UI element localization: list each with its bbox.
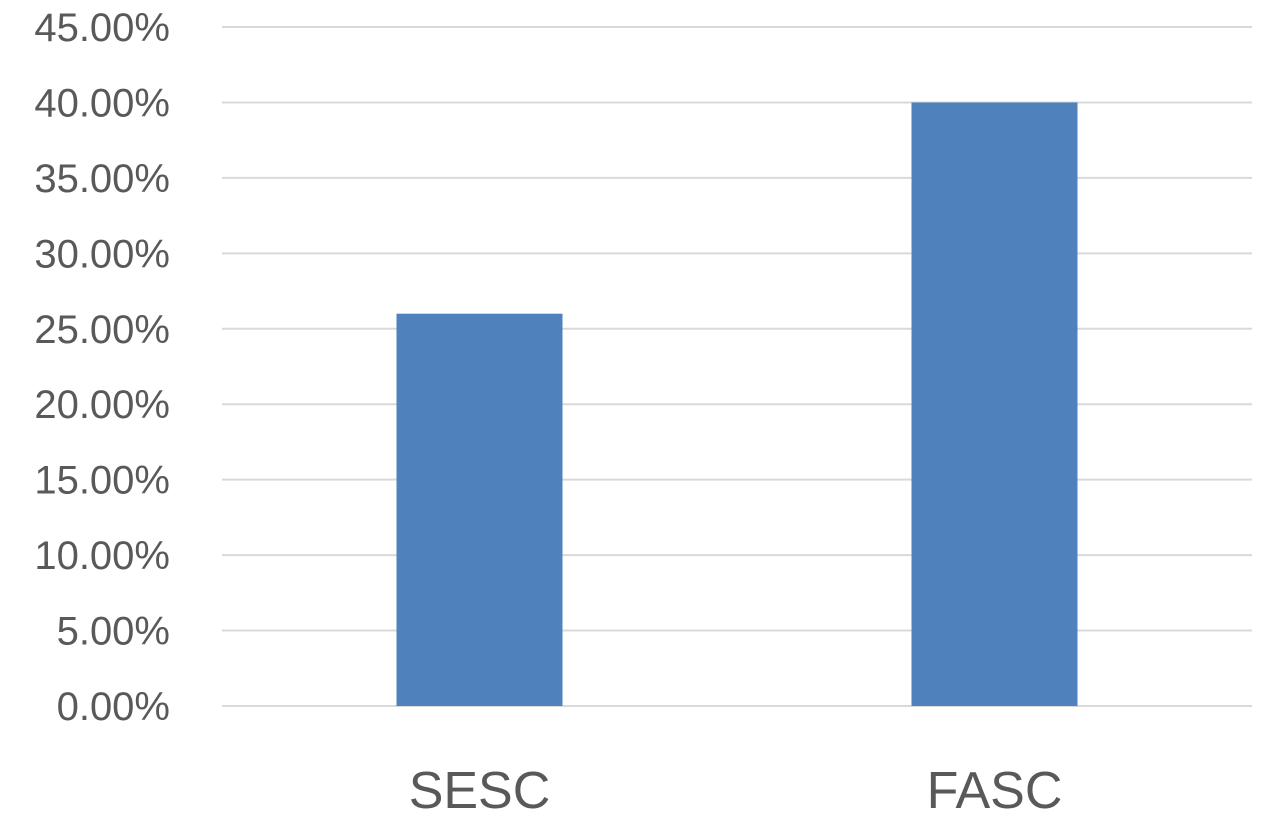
y-tick-label: 0.00% [57,685,170,729]
y-tick-label: 15.00% [34,459,170,503]
y-tick-label: 35.00% [34,157,170,201]
y-tick-label: 20.00% [34,383,170,427]
y-tick-label: 10.00% [34,534,170,578]
x-axis-category-labels: SESC FASC [409,762,1063,813]
y-axis-tick-labels: 0.00% 5.00% 10.00% 15.00% 20.00% 25.00% 30.00%… [34,6,170,729]
y-tick-label: 30.00% [34,232,170,276]
y-tick-label: 45.00% [34,6,170,50]
y-tick-label: 40.00% [34,81,170,125]
bar-sesc [396,313,563,706]
gridlines [222,26,1252,707]
x-category-label: SESC [409,762,551,813]
bars [396,102,1078,706]
bar-fasc [911,102,1078,706]
y-tick-label: 5.00% [57,610,170,654]
x-category-label: FASC [927,762,1063,813]
y-tick-label: 25.00% [34,308,170,352]
